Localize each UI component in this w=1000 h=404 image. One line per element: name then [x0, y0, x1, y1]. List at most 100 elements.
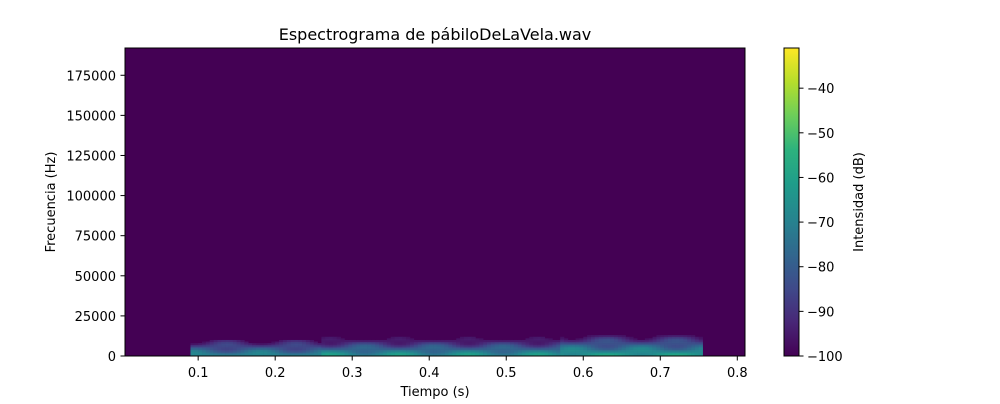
spectrogram-cell	[583, 352, 588, 355]
spectrogram-cell	[236, 351, 241, 354]
spectrogram-cell	[209, 341, 214, 344]
spectrogram-cell	[336, 346, 341, 349]
spectrogram-cell	[375, 352, 380, 355]
y-tick-label: 50000	[75, 270, 116, 285]
spectrogram-cell	[383, 344, 388, 347]
spectrogram-cell	[271, 349, 276, 352]
spectrogram-cell	[456, 343, 461, 346]
spectrogram-cell	[517, 354, 522, 357]
spectrogram-cell	[587, 344, 592, 347]
spectrogram-cell	[205, 341, 211, 344]
spectrogram-cell	[502, 349, 507, 352]
spectrogram-cell	[198, 354, 203, 357]
spectrogram-cell	[429, 339, 434, 342]
spectrogram-cell	[232, 341, 237, 344]
spectrogram-cell	[544, 346, 549, 349]
spectrogram-cell	[598, 344, 603, 347]
spectrogram-cell	[363, 339, 368, 342]
spectrogram-cell	[694, 351, 700, 354]
spectrogram-cell	[498, 344, 503, 347]
spectrogram-cell	[228, 352, 234, 355]
spectrogram-cell	[190, 352, 195, 355]
spectrogram-cell	[302, 344, 307, 347]
spectrogram-cell	[344, 344, 349, 347]
x-tick-label: 0.4	[419, 366, 440, 381]
spectrogram-cell	[494, 349, 499, 352]
spectrogram-cell	[667, 352, 673, 355]
spectrogram-cell	[279, 354, 284, 357]
spectrogram-cell	[336, 347, 341, 350]
spectrogram-cell	[687, 352, 692, 355]
spectrogram-cell	[413, 346, 418, 349]
spectrogram-cell	[313, 347, 318, 350]
spectrogram-cell	[571, 343, 576, 346]
spectrogram-cell	[564, 343, 569, 346]
spectrogram-cell	[652, 344, 657, 347]
spectrogram-cell	[656, 338, 661, 341]
spectrogram-cell	[590, 349, 596, 352]
spectrogram-cell	[564, 347, 569, 350]
spectrogram-cell	[579, 346, 584, 349]
spectrogram-cell	[471, 339, 476, 342]
spectrogram-cell	[406, 351, 411, 354]
spectrogram-cell	[575, 346, 580, 349]
spectrogram-cell	[479, 351, 484, 354]
spectrogram-cell	[698, 346, 703, 349]
x-tick-label: 0.7	[650, 366, 671, 381]
spectrogram-cell	[529, 344, 534, 347]
spectrogram-cell	[317, 352, 322, 355]
spectrogram-cell	[467, 347, 472, 350]
spectrogram-cell	[271, 341, 276, 344]
spectrogram-cell	[340, 341, 345, 344]
spectrogram-cell	[587, 343, 592, 346]
spectrogram-cell	[590, 336, 596, 339]
spectrogram-cell	[590, 346, 596, 349]
spectrogram-cell	[644, 343, 650, 346]
spectrogram-cell	[286, 339, 291, 342]
spectrogram-cell	[363, 352, 368, 355]
spectrogram-cell	[594, 335, 599, 338]
spectrogram-cell	[533, 336, 538, 339]
spectrogram-cell	[694, 346, 700, 349]
spectrogram-cell	[513, 347, 519, 350]
spectrogram-cell	[660, 352, 665, 355]
spectrogram-cell	[298, 343, 303, 346]
spectrogram-cell	[486, 354, 492, 357]
spectrogram-cell	[240, 352, 245, 355]
spectrogram-cell	[691, 341, 696, 344]
spectrogram-cell	[590, 354, 596, 357]
spectrogram-cell	[602, 339, 607, 342]
spectrogram-cell	[698, 343, 703, 346]
spectrogram-cell	[386, 351, 392, 354]
spectrogram-cell	[521, 344, 526, 347]
spectrogram-cell	[444, 343, 449, 346]
spectrogram-cell	[448, 354, 453, 357]
spectrogram-cell	[305, 339, 311, 342]
spectrogram-cell	[398, 338, 403, 341]
spectrogram-cell	[679, 336, 684, 339]
spectrogram-cell	[683, 339, 688, 342]
spectrogram-cell	[687, 344, 692, 347]
spectrogram-cell	[660, 346, 665, 349]
spectrogram-cell	[305, 352, 311, 355]
spectrogram-cell	[413, 341, 418, 344]
spectrogram-cell	[664, 335, 669, 338]
spectrogram-cell	[298, 354, 303, 357]
spectrogram-cell	[371, 351, 376, 354]
spectrogram-cell	[336, 352, 341, 355]
spectrogram-cell	[255, 347, 261, 350]
spectrogram-cell	[683, 351, 688, 354]
spectrogram-cell	[679, 344, 684, 347]
spectrogram-cell	[583, 343, 588, 346]
spectrogram-cell	[225, 343, 230, 346]
spectrogram-cell	[290, 344, 295, 347]
spectrogram-cell	[252, 346, 257, 349]
spectrogram-cell	[467, 336, 472, 339]
spectrogram-cell	[356, 351, 361, 354]
spectrogram-cell	[352, 339, 357, 342]
spectrogram-cell	[587, 347, 592, 350]
spectrogram-cell	[664, 341, 669, 344]
spectrogram-cell	[417, 352, 422, 355]
spectrogram-cell	[571, 351, 576, 354]
spectrogram-cell	[648, 351, 653, 354]
